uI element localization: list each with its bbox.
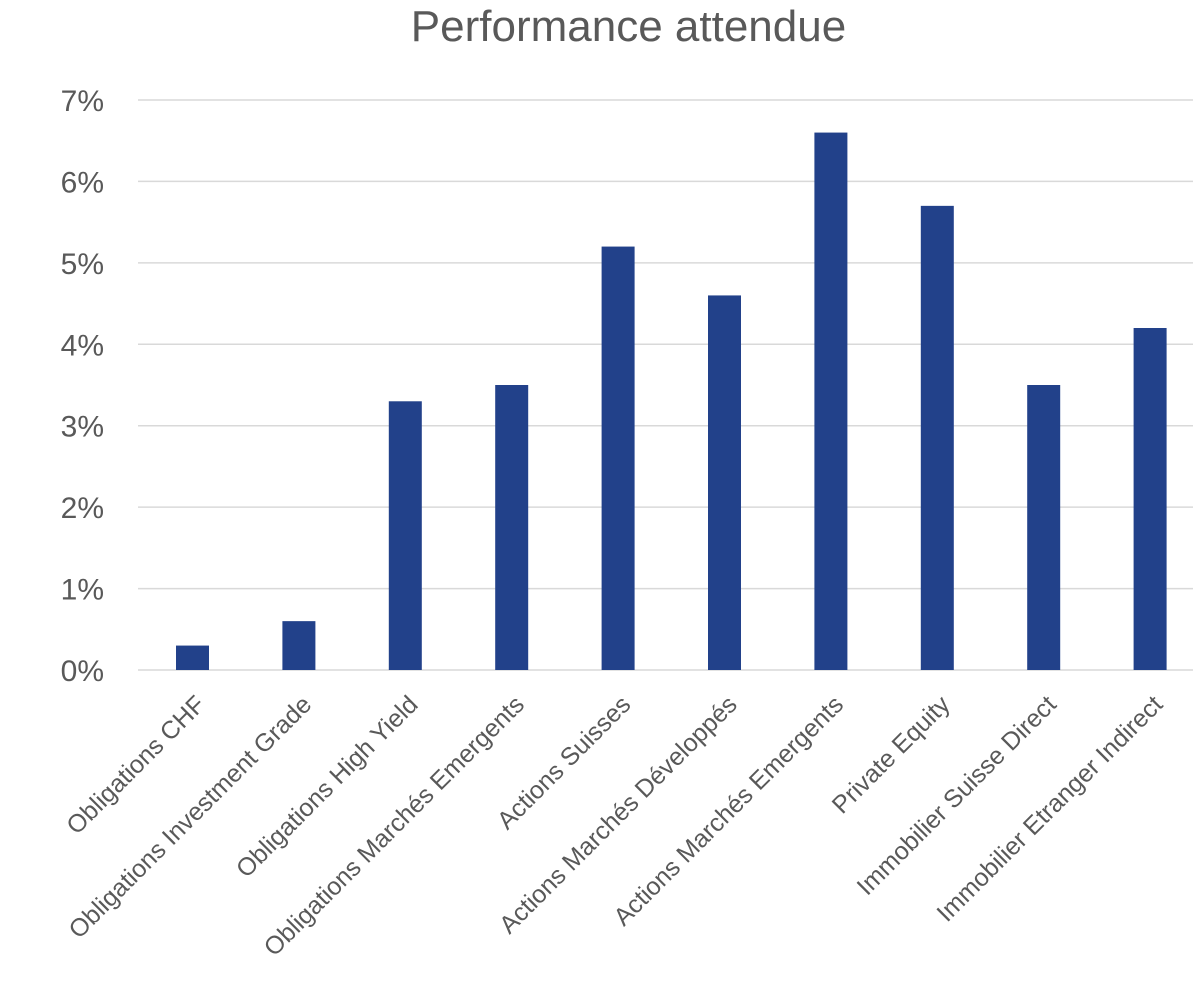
y-tick-label: 7% — [61, 85, 104, 118]
x-tick-label: Obligations High Yield — [231, 690, 424, 883]
bar — [388, 401, 422, 670]
bar — [601, 246, 635, 671]
bar — [920, 205, 954, 670]
x-tick-label: Actions Marchés Emergents — [608, 690, 849, 931]
bar — [1027, 385, 1061, 670]
x-tick-label: Immobilier Etranger Indirect — [931, 690, 1168, 927]
y-tick-label: 3% — [61, 411, 104, 444]
x-tick-label: Immobilier Suisse Direct — [852, 690, 1062, 900]
bar — [1133, 328, 1167, 670]
bar — [708, 295, 741, 670]
bar — [176, 645, 209, 670]
y-tick-label: 0% — [61, 655, 104, 688]
y-axis: 0% 1% 2% 3% 4% 5% 6% 7% — [61, 85, 104, 688]
y-tick-label: 2% — [61, 492, 104, 525]
y-tick-label: 4% — [61, 329, 104, 362]
bars — [176, 132, 1167, 671]
bar — [495, 385, 529, 670]
y-tick-label: 5% — [61, 248, 104, 281]
chart-title: Performance attendue — [410, 2, 847, 51]
bar — [814, 132, 848, 671]
y-tick-label: 6% — [61, 166, 104, 199]
y-tick-label: 1% — [61, 574, 104, 607]
bar — [282, 621, 316, 670]
